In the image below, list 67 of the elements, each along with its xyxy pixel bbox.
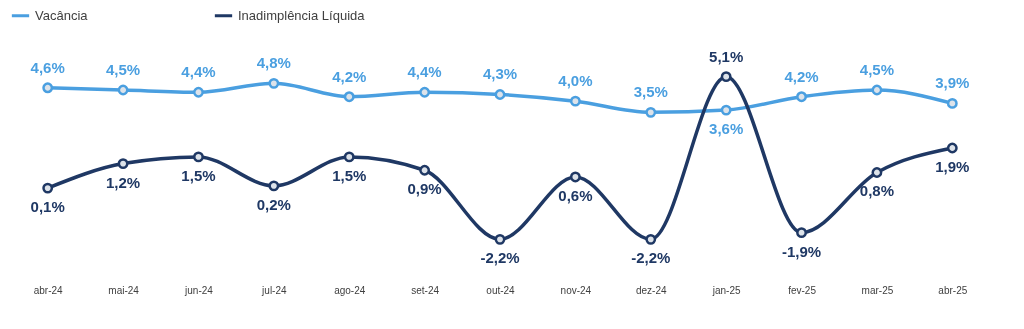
point	[720, 104, 732, 116]
point	[645, 106, 657, 118]
x-tick-label: set-24	[411, 284, 440, 296]
point	[343, 151, 355, 163]
data-label: 4,4%	[181, 63, 216, 81]
point	[946, 142, 958, 154]
point	[419, 86, 431, 98]
point	[796, 91, 807, 103]
point	[569, 95, 581, 107]
point	[193, 86, 204, 98]
data-label: -1,9%	[781, 242, 822, 260]
data-label: -2,2%	[480, 249, 520, 267]
point	[494, 89, 506, 100]
data-label: 1,5%	[181, 166, 216, 184]
data-label: 4,5%	[105, 61, 141, 79]
point	[419, 164, 431, 176]
data-label: 0,8%	[859, 182, 895, 200]
x-tick-label: jul-24	[261, 284, 288, 296]
data-label: 4,5%	[859, 61, 895, 79]
x-tick-label: fev-25	[788, 284, 817, 296]
data-label: 4,4%	[407, 63, 442, 81]
x-tick-label: dez-24	[635, 284, 667, 296]
data-label: 4,6%	[30, 58, 65, 76]
data-label: 0,6%	[558, 186, 593, 204]
point	[117, 84, 129, 96]
x-tick-label: abr-25	[938, 284, 968, 296]
point	[268, 77, 280, 89]
data-label: 4,8%	[256, 54, 291, 72]
x-tick-label: mar-25	[861, 284, 894, 296]
data-label: 4,2%	[332, 67, 367, 85]
point	[193, 151, 204, 163]
x-tick-label: nov-24	[560, 284, 592, 296]
legend-label: Inadimplência Líquida	[238, 7, 366, 23]
data-label: 0,1%	[30, 198, 65, 216]
point	[645, 233, 657, 245]
point	[42, 182, 54, 194]
data-label: 3,6%	[709, 120, 744, 138]
x-tick-label: abr-24	[33, 284, 64, 296]
point	[117, 158, 129, 169]
point	[796, 227, 807, 239]
data-label: 4,2%	[784, 67, 819, 85]
data-label: 1,2%	[105, 173, 141, 191]
x-tick-label: ago-24	[334, 284, 366, 296]
data-label: 4,3%	[482, 65, 518, 83]
data-label: 1,5%	[332, 166, 367, 184]
point	[871, 167, 883, 178]
point	[268, 180, 280, 192]
x-tick-label: mai-24	[108, 284, 140, 296]
point	[569, 171, 581, 183]
data-label: 1,9%	[935, 157, 970, 175]
point	[946, 97, 958, 109]
point	[720, 71, 732, 83]
data-label: 3,5%	[633, 83, 668, 101]
point	[871, 84, 883, 96]
data-label: 3,9%	[935, 74, 970, 92]
data-label: 0,2%	[256, 195, 291, 213]
data-label: 0,9%	[407, 180, 442, 198]
point	[343, 91, 355, 103]
data-label: -2,2%	[631, 249, 671, 267]
x-tick-label: jun-24	[184, 284, 214, 296]
data-label: 4,0%	[558, 72, 593, 90]
x-tick-label: jan-25	[711, 284, 741, 296]
x-tick-label: out-24	[486, 284, 516, 296]
data-label: 5,1%	[709, 47, 744, 65]
point	[42, 82, 54, 94]
point	[494, 233, 506, 245]
legend-label: Vacância	[35, 7, 89, 23]
